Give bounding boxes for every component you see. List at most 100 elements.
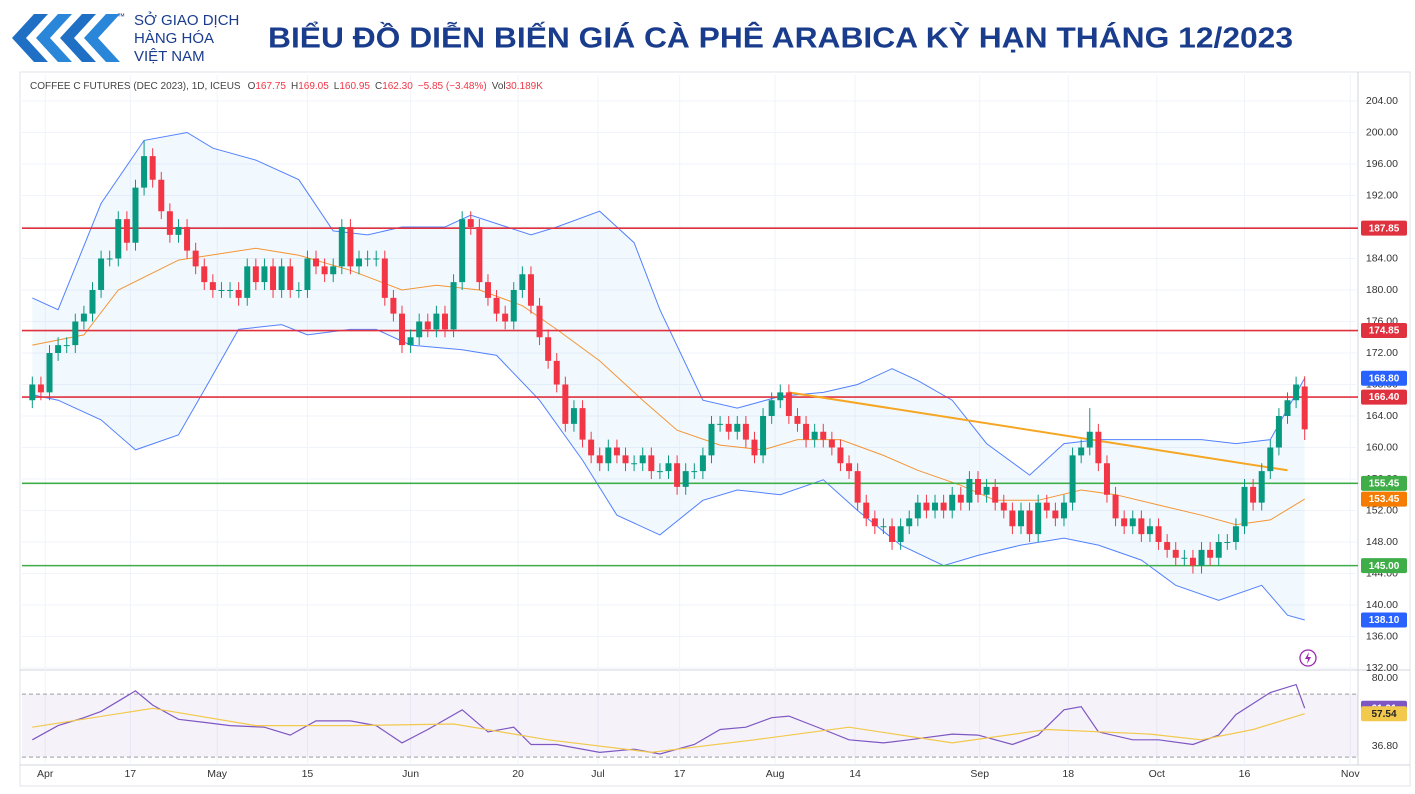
x-tick-label: 16 — [1239, 768, 1251, 780]
candle-body — [132, 187, 139, 243]
candle-body — [631, 463, 638, 465]
candle-body — [347, 226, 354, 267]
candle-body — [914, 502, 921, 519]
candle-body — [338, 226, 345, 267]
x-tick-label: Aug — [766, 768, 785, 780]
x-tick-label: 14 — [849, 768, 861, 780]
candle-body — [373, 258, 380, 260]
candle-body — [390, 297, 397, 314]
trend-line — [788, 391, 1288, 472]
candle-body — [313, 258, 320, 267]
y-tick-label: 136.00 — [1366, 630, 1398, 642]
candle-body — [278, 266, 285, 290]
x-tick-label: May — [207, 768, 228, 780]
candle-body — [734, 423, 741, 432]
candle-body — [846, 463, 853, 472]
candle-body — [674, 463, 681, 487]
candle-body — [682, 471, 689, 487]
candle-body — [966, 478, 973, 503]
candle-body — [1215, 541, 1222, 558]
alert-bolt[interactable] — [1305, 652, 1311, 664]
level-badge: 166.40 — [1369, 392, 1400, 403]
candle-body — [803, 423, 810, 440]
y-tick-label: 172.00 — [1366, 347, 1398, 359]
level-badge: 145.00 — [1369, 561, 1400, 572]
candle-body — [811, 431, 818, 440]
y-tick-label: 160.00 — [1366, 441, 1398, 453]
legend-value: 30.189K — [506, 81, 544, 92]
candle-body — [106, 258, 113, 260]
y-tick-label: 164.00 — [1366, 410, 1398, 422]
band-badge: 168.80 — [1369, 373, 1400, 384]
candle-body — [141, 156, 148, 188]
x-tick-label: 18 — [1062, 768, 1074, 780]
candle-body — [98, 258, 105, 290]
candle-body — [656, 471, 663, 473]
candle-body — [957, 494, 964, 503]
candle-body — [1009, 510, 1016, 527]
candle-body — [441, 313, 448, 330]
candle-body — [1138, 518, 1145, 535]
candle-body — [1103, 463, 1110, 495]
candle-body — [493, 297, 500, 314]
level-badge: 174.85 — [1369, 326, 1400, 337]
candle-body — [1189, 557, 1196, 566]
logo: ™ SỞ GIAO DỊCH HÀNG HÓA VIỆT NAM — [12, 11, 239, 65]
band-badge: 153.45 — [1369, 494, 1400, 505]
rsi-line — [32, 707, 1305, 754]
alert-icon[interactable] — [1299, 649, 1317, 667]
candle-body — [605, 447, 612, 464]
candle-body — [622, 455, 629, 464]
candle-body — [1164, 541, 1171, 550]
candle-body — [37, 384, 44, 393]
candle-body — [424, 321, 431, 330]
candle-body — [545, 337, 552, 361]
y-tick-label: 132.00 — [1366, 662, 1398, 674]
legend-value: 162.30 — [382, 81, 413, 92]
candle-body — [1069, 455, 1076, 503]
candle-body — [149, 156, 156, 180]
y-tick-label: 152.00 — [1366, 504, 1398, 516]
candle-body — [450, 282, 457, 330]
candle-body — [46, 352, 53, 393]
candle-body — [923, 502, 930, 511]
candle-body — [166, 211, 173, 235]
candle-body — [665, 463, 672, 472]
candle-body — [949, 494, 956, 511]
candle-body — [1078, 447, 1085, 456]
candle-body — [1052, 510, 1059, 519]
legend-key: O — [248, 81, 256, 92]
candle-body — [992, 486, 999, 503]
candle-body — [854, 471, 861, 503]
candle-body — [1275, 415, 1282, 448]
candle-body — [1121, 518, 1128, 527]
candle-body — [158, 179, 165, 212]
legend-value: 169.05 — [298, 81, 329, 92]
candle-body — [484, 282, 491, 298]
candle-body — [570, 408, 577, 424]
candle-body — [975, 478, 982, 495]
candle-body — [760, 415, 767, 456]
x-tick-label: Oct — [1149, 768, 1165, 780]
candle-body — [184, 226, 191, 251]
chart-frame — [19, 71, 1411, 787]
rsi-badge-bg — [1361, 706, 1407, 722]
rsi-band — [22, 694, 1358, 758]
candle-body — [1207, 549, 1214, 558]
candle-body — [476, 226, 483, 283]
candle-body — [768, 400, 775, 416]
legend-key: L — [334, 81, 340, 92]
candle-body — [820, 431, 827, 440]
page-title: BIỂU ĐỒ DIỄN BIẾN GIÁ CÀ PHÊ ARABICA KỲ … — [268, 21, 1293, 55]
candle-body — [502, 313, 509, 322]
candle-body — [940, 502, 947, 511]
candle-body — [837, 447, 844, 464]
candle-body — [201, 266, 208, 283]
y-tick-label: 148.00 — [1366, 536, 1398, 548]
legend-key: C — [375, 81, 382, 92]
y-tick-label: 196.00 — [1366, 158, 1398, 170]
candle-body — [261, 266, 268, 283]
candle-body — [416, 321, 423, 338]
candle-body — [613, 447, 620, 456]
candle-body — [80, 313, 87, 322]
